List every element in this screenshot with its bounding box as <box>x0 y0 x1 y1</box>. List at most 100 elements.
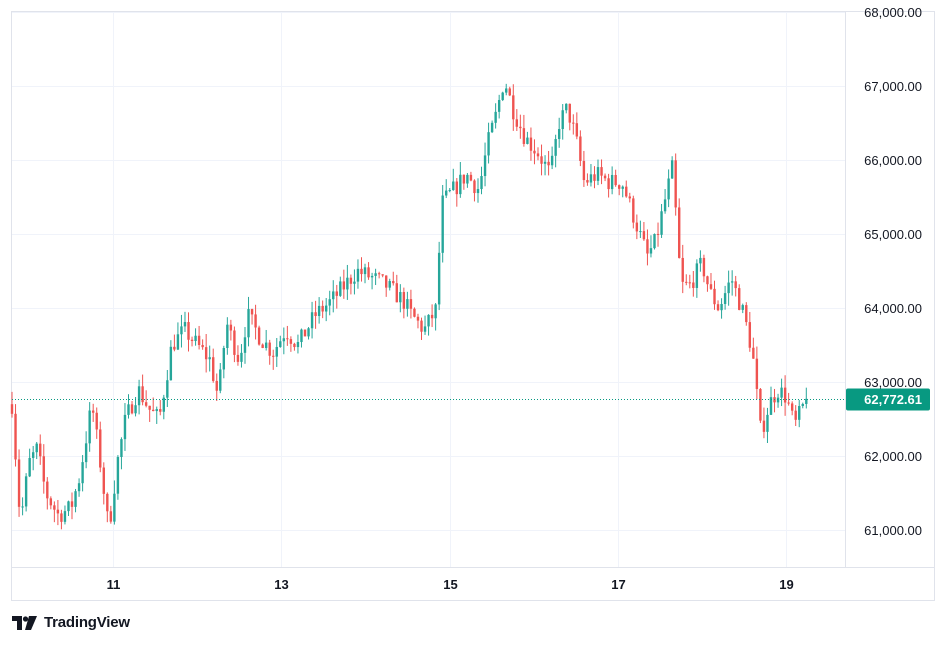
candle-body <box>533 150 536 154</box>
candle-body <box>116 457 120 494</box>
candle-body <box>208 357 211 360</box>
candle-body <box>420 320 423 332</box>
candle-body <box>621 186 624 189</box>
candle-body <box>540 156 543 164</box>
candle-body <box>204 347 208 360</box>
candle-body <box>769 397 773 415</box>
candle-body <box>801 403 804 407</box>
candle-body <box>356 268 360 282</box>
candle-body <box>367 267 370 278</box>
time-axis[interactable]: 11 13 15 17 19 <box>107 577 794 592</box>
candle-body <box>335 291 338 296</box>
candle-body <box>787 402 790 404</box>
candle-body <box>635 222 639 232</box>
candle-body <box>247 309 250 338</box>
candle-body <box>169 346 173 381</box>
candle-body <box>254 314 257 328</box>
candle-body <box>215 380 218 391</box>
candle-body <box>243 337 247 353</box>
candle-body <box>109 511 113 522</box>
candle-body <box>233 330 236 355</box>
candle-body <box>353 281 356 284</box>
candle-body <box>536 153 540 157</box>
candle-body <box>159 409 162 412</box>
candle-body <box>646 239 649 254</box>
candle-body <box>187 322 190 340</box>
candle-body <box>582 160 586 181</box>
time-tick-label: 13 <box>274 577 288 592</box>
candle-body <box>63 511 67 522</box>
candle-body <box>466 174 469 184</box>
candle-body <box>212 357 215 381</box>
candle-body <box>303 329 307 337</box>
candle-body <box>166 380 169 398</box>
candle-body <box>656 233 660 235</box>
candle-body <box>720 303 723 311</box>
candle-body <box>730 281 734 283</box>
candle-body <box>60 513 63 522</box>
candle-body <box>695 263 699 288</box>
candle-body <box>692 282 695 288</box>
candle-body <box>515 119 519 127</box>
candle-body <box>229 324 233 331</box>
candle-body <box>70 501 74 507</box>
price-tick-label: 66,000.00 <box>864 153 922 168</box>
candle-body <box>279 341 282 347</box>
candle-body <box>723 293 727 304</box>
candle-body <box>81 462 84 484</box>
candle-body <box>56 509 60 514</box>
candle-body <box>762 420 766 432</box>
candle-body <box>480 176 483 190</box>
candle-body <box>688 282 691 284</box>
candle-body <box>776 397 780 403</box>
candle-body <box>727 282 730 294</box>
candle-body <box>388 281 391 288</box>
candle-body <box>374 273 377 276</box>
candle-body <box>317 305 321 317</box>
candle-body <box>261 344 264 348</box>
candle-body <box>667 178 670 200</box>
candle-body <box>332 291 335 300</box>
candle-body <box>21 506 24 508</box>
candle-body <box>505 88 508 93</box>
candle-body <box>550 155 554 166</box>
candle-body <box>339 281 342 296</box>
candle-body <box>183 322 187 327</box>
candle-body <box>46 481 49 499</box>
last-price-badge <box>846 388 930 411</box>
candle-body <box>678 207 681 258</box>
candle-body <box>360 268 363 275</box>
candle-body <box>508 88 511 96</box>
candle-body <box>610 174 614 190</box>
candle-body <box>176 334 180 350</box>
candle-body <box>706 276 709 285</box>
candle-body <box>10 404 14 414</box>
candle-body <box>42 456 45 482</box>
candle-body <box>342 281 346 290</box>
price-axis[interactable]: 61,000.00 62,000.00 63,000.00 64,000.00 65,0… <box>864 5 922 538</box>
candle-body <box>275 346 278 357</box>
candle-body <box>201 344 204 348</box>
price-tick-label: 61,000.00 <box>864 523 922 538</box>
tradingview-logo[interactable]: TradingView <box>12 614 130 631</box>
candle-body <box>49 498 53 506</box>
candle-body <box>448 190 451 192</box>
candle-body <box>790 403 794 411</box>
candle-body <box>363 267 367 275</box>
chart-frame <box>11 11 935 601</box>
candle-body <box>413 308 416 317</box>
candle-body <box>586 180 589 183</box>
candle-body <box>219 369 222 391</box>
candle-body <box>423 326 427 332</box>
candle-body <box>649 248 653 254</box>
candles <box>10 83 808 530</box>
candle-body <box>628 196 631 199</box>
candle-body <box>529 137 533 151</box>
candle-body <box>519 126 522 129</box>
candle-body <box>441 195 444 253</box>
candle-body <box>526 137 529 144</box>
time-tick-label: 19 <box>779 577 793 592</box>
candle-body <box>487 132 490 156</box>
candle-body <box>565 103 568 111</box>
